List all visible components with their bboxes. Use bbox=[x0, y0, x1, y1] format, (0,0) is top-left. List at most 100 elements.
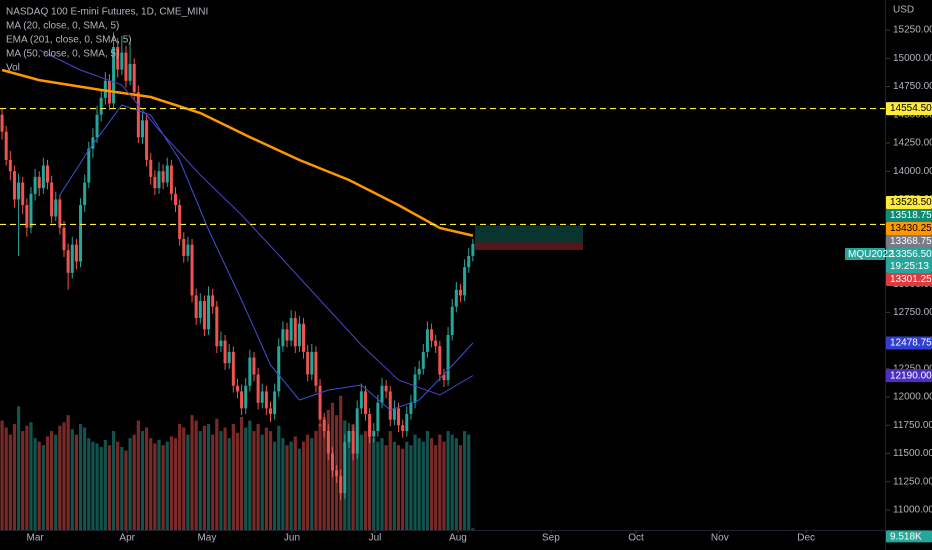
candle-body bbox=[330, 453, 334, 471]
candle-body bbox=[178, 205, 182, 239]
candle-body bbox=[116, 46, 120, 70]
candle-body bbox=[132, 63, 136, 93]
volume-bar bbox=[136, 420, 140, 530]
candle-body bbox=[91, 137, 95, 149]
target-tag bbox=[886, 209, 932, 223]
volume-bar bbox=[4, 427, 8, 530]
candle-body bbox=[442, 374, 446, 381]
volume-bar bbox=[50, 431, 54, 530]
candle-body bbox=[120, 52, 124, 70]
candle-body bbox=[446, 334, 450, 381]
candle-body bbox=[380, 385, 384, 403]
candle-body bbox=[256, 374, 260, 403]
volume-bar bbox=[281, 438, 285, 530]
candle-body bbox=[83, 182, 87, 206]
volume-bar bbox=[339, 395, 343, 530]
volume-bar bbox=[202, 425, 207, 530]
volume-bar bbox=[107, 445, 112, 530]
position-target-zone bbox=[474, 225, 583, 243]
volume-bar bbox=[409, 445, 413, 530]
volume-bar bbox=[260, 434, 264, 530]
volume-bar bbox=[314, 431, 318, 530]
candle-body bbox=[240, 391, 244, 409]
candle-body bbox=[314, 351, 318, 386]
volume-bar bbox=[372, 438, 376, 530]
volume-bar bbox=[306, 434, 310, 530]
candle-body bbox=[368, 414, 372, 437]
candle-body bbox=[211, 295, 215, 307]
x-tick-label: Mar bbox=[26, 533, 44, 544]
position-stop-zone bbox=[474, 242, 583, 251]
candle-body bbox=[405, 414, 409, 431]
x-tick-label: Jul bbox=[369, 533, 382, 544]
x-tick-label: Sep bbox=[542, 533, 560, 544]
candle-body bbox=[157, 171, 161, 189]
stop-tag-label: 13301.25 bbox=[890, 274, 932, 285]
candle-body bbox=[95, 114, 99, 138]
indicator-label: MA (20, close, 0, SMA, 5) bbox=[6, 21, 119, 32]
candle-body bbox=[359, 391, 363, 409]
volume-bar bbox=[392, 441, 396, 530]
candle-body bbox=[112, 46, 116, 104]
volume-bar bbox=[215, 418, 219, 530]
candle-body bbox=[149, 159, 153, 177]
indicator-label: EMA (201, close, 0, SMA, 5) bbox=[6, 35, 132, 46]
candle-body bbox=[326, 430, 330, 454]
volume-bar bbox=[322, 416, 326, 530]
candle-body bbox=[215, 306, 219, 347]
y-tick-label: 11000.00 bbox=[893, 505, 932, 516]
y-tick-label: 15250.00 bbox=[893, 25, 932, 36]
y-tick-label: 14000.00 bbox=[893, 166, 932, 177]
volume-bar bbox=[128, 438, 132, 530]
volume-bar bbox=[380, 438, 384, 530]
candle-body bbox=[165, 165, 169, 183]
candle-body bbox=[302, 323, 306, 352]
volume-bar bbox=[12, 424, 17, 530]
symbol-tag bbox=[845, 248, 885, 261]
candle-body bbox=[4, 131, 8, 160]
candle-body bbox=[37, 176, 41, 189]
volume-bar bbox=[421, 441, 425, 530]
candle-body bbox=[248, 357, 252, 386]
volume-bar bbox=[21, 431, 25, 530]
volume-bar bbox=[227, 438, 231, 530]
y-tick-label: 11250.00 bbox=[893, 476, 932, 487]
x-tick-label: Dec bbox=[797, 533, 815, 544]
indicator-label: MA (50, close, 0, SMA, 5) bbox=[6, 49, 119, 60]
volume-bar bbox=[78, 424, 83, 530]
candle-body bbox=[430, 329, 434, 341]
volume-bar bbox=[25, 425, 29, 530]
x-tick-label: May bbox=[197, 533, 216, 544]
volume-bar bbox=[178, 424, 182, 530]
candle-body bbox=[12, 171, 16, 200]
volume-bar bbox=[54, 434, 58, 530]
candle-body bbox=[244, 385, 248, 409]
volume-bar bbox=[454, 438, 458, 530]
volume-bar bbox=[37, 441, 41, 530]
candle-body bbox=[343, 442, 347, 494]
candle-body bbox=[190, 244, 194, 296]
volume-bar bbox=[326, 409, 330, 530]
candle-body bbox=[29, 193, 33, 228]
candle-body bbox=[25, 205, 29, 228]
x-tick-label: Oct bbox=[628, 533, 644, 544]
candle-body bbox=[33, 176, 37, 194]
candle-body bbox=[182, 238, 186, 256]
entry-tag-label: 13368.75 bbox=[890, 236, 932, 247]
candle-body bbox=[41, 165, 45, 189]
x-tick-label: Nov bbox=[711, 533, 729, 544]
volume-bar bbox=[450, 434, 454, 530]
volume-bar bbox=[351, 424, 355, 530]
candle-body bbox=[128, 63, 132, 81]
volume-bar bbox=[41, 445, 45, 530]
volume-bar bbox=[103, 439, 107, 530]
y-tick-label: 15000.00 bbox=[893, 53, 932, 64]
y-tick-label: 12250.00 bbox=[893, 363, 932, 374]
volume-bar bbox=[145, 427, 149, 530]
stop-tag bbox=[886, 273, 932, 287]
volume-bar bbox=[239, 416, 244, 530]
volume-bar bbox=[471, 528, 475, 530]
volume-bar bbox=[446, 431, 450, 530]
y-tick-label: 12000.00 bbox=[893, 392, 932, 403]
